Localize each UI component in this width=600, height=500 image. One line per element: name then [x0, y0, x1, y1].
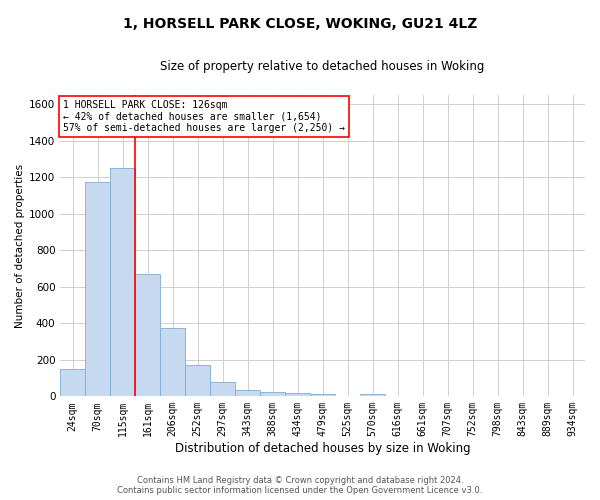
Bar: [235, 390, 260, 396]
Bar: [60, 369, 85, 396]
Bar: [110, 168, 135, 396]
Text: 1, HORSELL PARK CLOSE, WOKING, GU21 4LZ: 1, HORSELL PARK CLOSE, WOKING, GU21 4LZ: [123, 18, 477, 32]
Bar: [210, 382, 235, 396]
Bar: [285, 392, 310, 396]
Bar: [160, 328, 185, 396]
Bar: [135, 274, 160, 396]
Text: Contains HM Land Registry data © Crown copyright and database right 2024.
Contai: Contains HM Land Registry data © Crown c…: [118, 476, 482, 495]
Text: 1 HORSELL PARK CLOSE: 126sqm
← 42% of detached houses are smaller (1,654)
57% of: 1 HORSELL PARK CLOSE: 126sqm ← 42% of de…: [63, 100, 345, 132]
Bar: [85, 182, 110, 396]
X-axis label: Distribution of detached houses by size in Woking: Distribution of detached houses by size …: [175, 442, 470, 455]
Bar: [185, 366, 210, 396]
Title: Size of property relative to detached houses in Woking: Size of property relative to detached ho…: [160, 60, 485, 73]
Y-axis label: Number of detached properties: Number of detached properties: [15, 164, 25, 328]
Bar: [260, 392, 285, 396]
Bar: [360, 394, 385, 396]
Bar: [310, 394, 335, 396]
